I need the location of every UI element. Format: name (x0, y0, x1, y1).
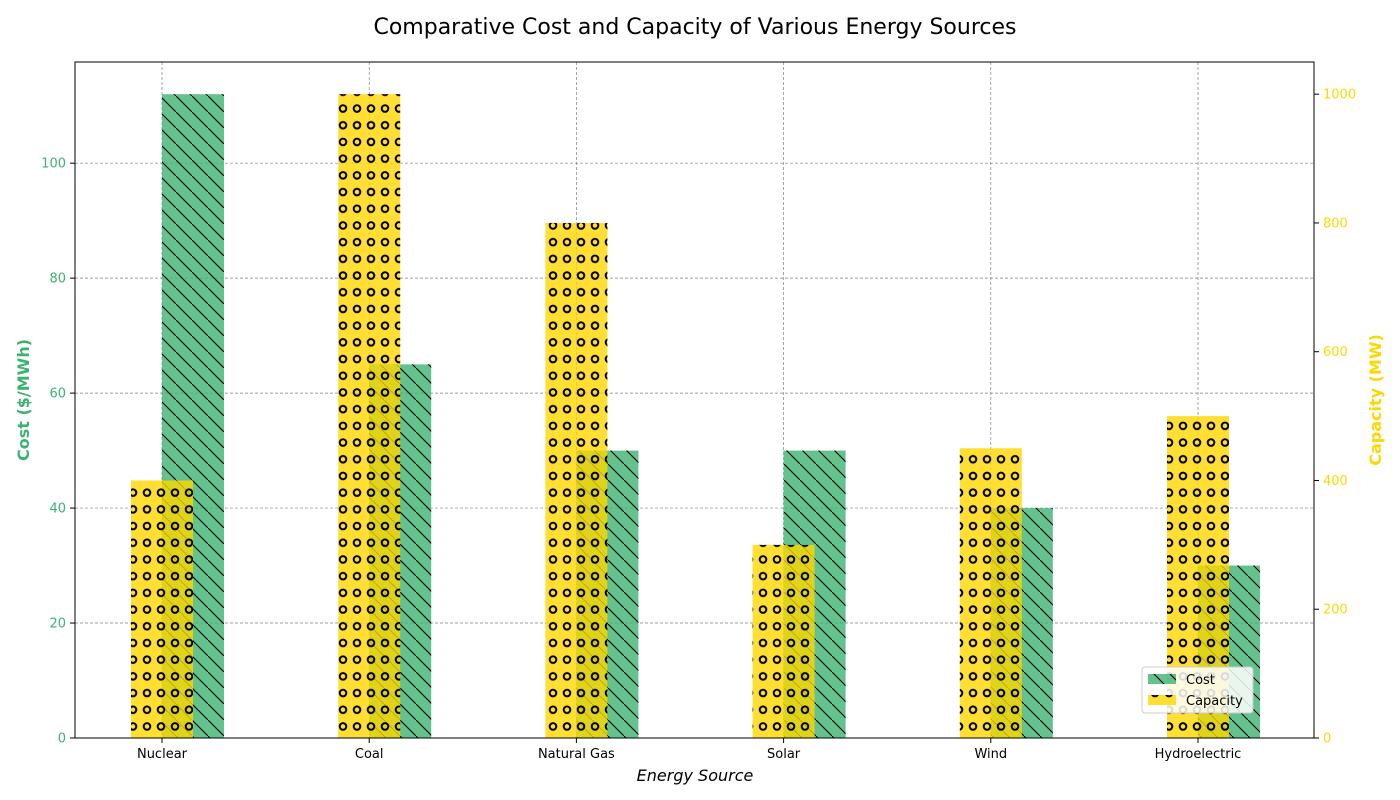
bar-capacity-hatch (131, 480, 193, 738)
legend-hatch-cost (1148, 674, 1176, 684)
grid (75, 62, 1314, 739)
x-tick-label: Natural Gas (538, 747, 615, 762)
right-axis: 0 200 400 600 800 1000 (1314, 88, 1356, 747)
plot-frame (74, 61, 1315, 739)
legend-hatch-capacity (1148, 695, 1176, 705)
x-tick-label: Wind (974, 747, 1007, 762)
y-right-tick-label: 200 (1323, 603, 1348, 618)
x-axis: Nuclear Coal Natural Gas Solar Wind Hydroelec… (137, 738, 1241, 762)
legend-label-cost: Cost (1186, 673, 1215, 688)
x-tick-label: Coal (355, 747, 384, 762)
bars (131, 94, 1260, 738)
x-tick-label: Solar (767, 747, 801, 762)
x-tick-label: Nuclear (137, 747, 188, 762)
bar-capacity-hatch (959, 448, 1022, 738)
y-right-tick-label: 400 (1323, 474, 1348, 489)
y-right-tick-label: 800 (1323, 216, 1348, 231)
y-right-tick-label: 600 (1323, 345, 1348, 360)
y-left-tick-label: 40 (49, 502, 66, 517)
legend: Cost Capacity (1141, 666, 1254, 714)
y-axis-left-label: Cost ($/MWh) (14, 339, 33, 461)
y-left-tick-label: 20 (49, 617, 66, 632)
left-axis: 0 20 40 60 80 100 (41, 157, 75, 747)
y-left-tick-label: 80 (49, 272, 66, 287)
bar-capacity-hatch (545, 222, 608, 738)
bar-capacity-hatch (752, 544, 815, 738)
y-axis-right-label: Capacity (MW) (1366, 334, 1385, 466)
y-right-tick-label: 1000 (1323, 88, 1356, 103)
y-left-tick-label: 60 (49, 387, 66, 402)
legend-label-capacity: Capacity (1186, 694, 1243, 709)
x-axis-label: Energy Source (637, 766, 754, 785)
y-left-tick-label: 100 (41, 157, 66, 172)
chart-title: Comparative Cost and Capacity of Various… (373, 15, 1016, 40)
y-left-tick-label: 0 (58, 732, 66, 747)
x-tick-label: Hydroelectric (1155, 747, 1242, 762)
bar-capacity-hatch (338, 94, 401, 738)
y-right-tick-label: 0 (1323, 732, 1331, 747)
